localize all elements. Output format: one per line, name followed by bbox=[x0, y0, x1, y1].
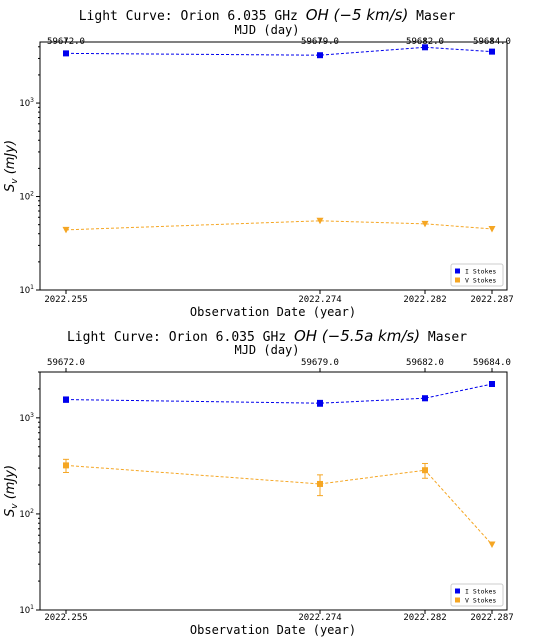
legend-marker bbox=[455, 589, 460, 594]
data-point bbox=[317, 52, 323, 58]
top-tick-label: 59679.0 bbox=[301, 358, 339, 368]
plot-frame bbox=[40, 42, 507, 290]
series-line-i-stokes bbox=[66, 384, 492, 403]
top-tick-label: 59679.0 bbox=[301, 37, 339, 47]
x-tick-label: 2022.274 bbox=[298, 295, 341, 305]
series-line-v-stokes bbox=[66, 465, 492, 544]
legend-entry: I Stokes bbox=[465, 268, 496, 276]
data-point bbox=[317, 481, 323, 487]
data-point bbox=[489, 49, 495, 55]
data-point bbox=[422, 467, 428, 473]
y-tick-label: 101 bbox=[19, 604, 34, 616]
y-tick-label: 101 bbox=[19, 284, 34, 296]
data-point bbox=[422, 44, 428, 50]
top-tick-label: 59682.0 bbox=[406, 358, 444, 368]
x-tick-label: 2022.274 bbox=[298, 613, 341, 623]
legend-entry: V Stokes bbox=[465, 597, 496, 605]
top-tick-label: 59672.0 bbox=[47, 358, 85, 368]
y-tick-label: 102 bbox=[19, 508, 34, 520]
top-axis-label: MJD (day) bbox=[234, 23, 299, 37]
y-axis-label: Sv (mJy) bbox=[3, 140, 20, 192]
data-point bbox=[63, 462, 69, 468]
chart-panel-2: Light Curve: Orion 6.035 GHz OH (−5.5a k… bbox=[3, 327, 514, 637]
legend-marker bbox=[455, 598, 460, 603]
plot-frame bbox=[40, 372, 507, 610]
top-tick-label: 59684.0 bbox=[473, 358, 511, 368]
y-tick-label: 103 bbox=[19, 97, 34, 109]
top-tick-label: 59684.0 bbox=[473, 37, 511, 47]
x-tick-label: 2022.282 bbox=[403, 613, 446, 623]
x-tick-label: 2022.282 bbox=[403, 295, 446, 305]
data-point bbox=[317, 400, 323, 406]
x-tick-label: 2022.287 bbox=[470, 295, 513, 305]
top-axis-label: MJD (day) bbox=[234, 343, 299, 357]
data-point bbox=[63, 50, 69, 56]
x-axis-label: Observation Date (year) bbox=[190, 623, 356, 637]
y-tick-label: 103 bbox=[19, 412, 34, 424]
top-tick-label: 59672.0 bbox=[47, 37, 85, 47]
data-point bbox=[489, 226, 496, 233]
x-tick-label: 2022.255 bbox=[44, 295, 87, 305]
series-line-v-stokes bbox=[66, 221, 492, 230]
x-tick-label: 2022.287 bbox=[470, 613, 513, 623]
legend-marker bbox=[455, 278, 460, 283]
data-point bbox=[422, 395, 428, 401]
series-line-i-stokes bbox=[66, 47, 492, 55]
legend-marker bbox=[455, 269, 460, 274]
y-axis-label: Sv (mJy) bbox=[3, 465, 20, 517]
y-tick-label: 102 bbox=[19, 191, 34, 203]
chart-panel-1: Light Curve: Orion 6.035 GHz OH (−5 km/s… bbox=[3, 6, 514, 319]
legend-entry: I Stokes bbox=[465, 588, 496, 596]
data-point bbox=[489, 381, 495, 387]
legend-entry: V Stokes bbox=[465, 277, 496, 285]
data-point bbox=[63, 397, 69, 403]
x-tick-label: 2022.255 bbox=[44, 613, 87, 623]
data-point bbox=[489, 542, 496, 549]
chart-title: Light Curve: Orion 6.035 GHz OH (−5 km/s… bbox=[79, 6, 456, 24]
x-axis-label: Observation Date (year) bbox=[190, 305, 356, 319]
